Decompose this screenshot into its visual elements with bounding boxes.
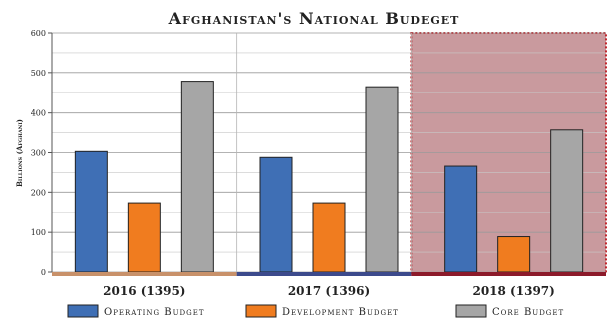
bar-development-budget — [127, 202, 161, 273]
bar-operating-budget — [444, 165, 478, 273]
bar-operating-budget — [74, 150, 108, 273]
y-tick-label: 500 — [31, 69, 46, 78]
chart-title: Afghanistan's National Budeget — [168, 9, 460, 28]
bar-development-budget — [312, 202, 346, 273]
category-dividers — [236, 33, 412, 272]
bar-core-budget — [365, 86, 399, 273]
y-axis-label: Billions (Afghani) — [15, 119, 24, 187]
bar-operating-budget — [259, 156, 293, 273]
legend-label: Core Budget — [492, 307, 564, 318]
legend: Operating Budget Development Budget Core B… — [67, 304, 564, 318]
category-band — [52, 272, 237, 276]
y-axis-ticks: 0 100 200 300 400 500 600 — [31, 29, 52, 277]
x-axis-categories: 2016 (1395) 2017 (1396) 2018 (1397) — [103, 284, 555, 298]
bars — [74, 81, 584, 273]
category-band — [411, 272, 606, 276]
bar-core-budget — [550, 129, 584, 273]
category-bands — [52, 272, 606, 276]
legend-swatch — [67, 304, 99, 318]
y-tick-label: 300 — [31, 149, 46, 158]
y-tick-label: 100 — [31, 228, 46, 237]
category-band — [236, 272, 412, 276]
legend-label: Development Budget — [282, 307, 399, 318]
legend-swatch — [455, 304, 487, 318]
y-tick-label: 600 — [31, 29, 46, 38]
y-tick-label: 400 — [31, 109, 46, 118]
category-label: 2018 (1397) — [472, 284, 554, 298]
category-label: 2017 (1396) — [288, 284, 370, 298]
bar-core-budget — [180, 81, 214, 273]
legend-label: Operating Budget — [104, 307, 205, 318]
bar-development-budget — [497, 236, 531, 273]
y-tick-label: 200 — [31, 188, 46, 197]
category-label: 2016 (1395) — [103, 284, 185, 298]
y-tick-label: 0 — [41, 268, 46, 277]
legend-swatch — [245, 304, 277, 318]
